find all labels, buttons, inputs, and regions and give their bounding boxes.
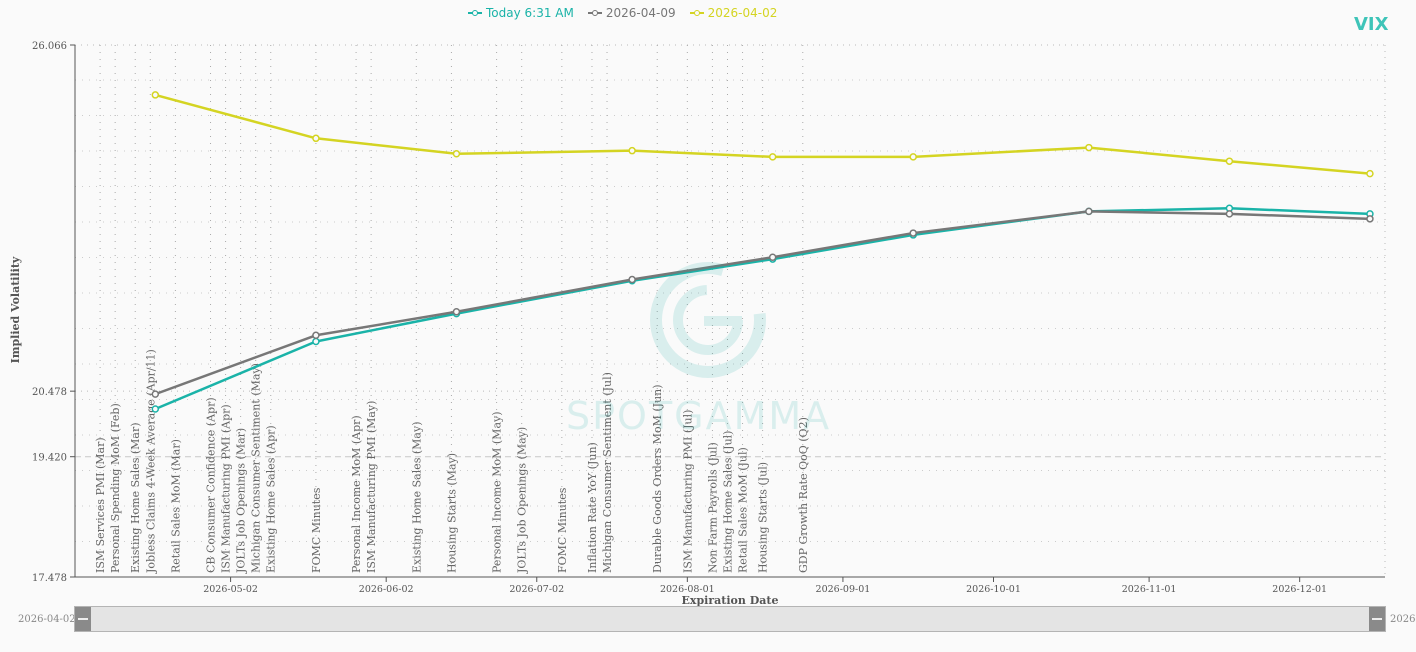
x-tick-label: 2026-09-01 [816, 584, 871, 595]
legend: Today 6:31 AM 2026-04-09 2026-04-02 [468, 6, 777, 20]
legend-label-2026-04-02: 2026-04-02 [707, 6, 778, 20]
legend-item-today[interactable]: Today 6:31 AM [468, 6, 574, 20]
data-point-d0402 [909, 153, 917, 161]
slider-right-handle[interactable] [1369, 607, 1385, 631]
y-axis-title: Implied Volatility [9, 256, 22, 363]
series-line-d0409 [154, 210, 1370, 396]
data-point-d0409 [628, 275, 636, 284]
event-label: ISM Manufacturing PMI (May) [365, 401, 378, 573]
event-label: CB Consumer Confidence (Apr) [205, 397, 218, 573]
data-point-d0409 [1085, 207, 1093, 216]
slider-start-label: 2026-04-02 [18, 614, 76, 625]
legend-item-2026-04-02[interactable]: 2026-04-02 [689, 6, 778, 20]
event-label: JOLTs Job Openings (May) [516, 427, 529, 574]
event-label: Jobless Claims 4-Week Average (Apr/11) [144, 349, 157, 574]
data-point-d0402 [1366, 169, 1374, 178]
series-line-today [154, 207, 1370, 411]
x-tick-label: 2026-12-01 [1272, 584, 1327, 595]
slider-end-label: 2026- [1390, 614, 1416, 625]
event-label: Personal Income MoM (Apr) [350, 415, 363, 573]
event-label: Non Farm Payrolls (Jul) [706, 442, 719, 573]
event-label: Existing Home Sales (Apr) [265, 425, 278, 573]
event-label: GDP Growth Rate QoQ (Q2) [797, 417, 810, 573]
legend-label-today: Today 6:31 AM [486, 6, 574, 20]
x-tick-label: 2026-11-01 [1122, 584, 1177, 595]
data-point-d0402 [1225, 157, 1234, 165]
event-label: Michigan Consumer Sentiment (Jul) [601, 372, 614, 573]
x-tick-label: 2026-07-02 [509, 584, 564, 595]
event-label: Personal Income MoM (May) [491, 411, 504, 573]
y-tick-label: 26.066 [32, 41, 67, 52]
data-point-today [151, 405, 160, 413]
data-point-d0409 [151, 390, 160, 398]
data-point-d0402 [312, 134, 320, 143]
grid [75, 44, 1386, 577]
event-label: Retail Sales MoM (Jul) [737, 447, 750, 573]
y-tick-label: 17.478 [32, 573, 67, 584]
data-point-d0409 [1225, 210, 1234, 218]
x-tick-label: 2026-06-02 [359, 584, 414, 595]
slider-left-handle[interactable] [75, 607, 91, 631]
data-point-d0409 [312, 331, 320, 340]
data-point-d0402 [151, 91, 160, 99]
x-tick-label: 2026-05-02 [203, 584, 258, 595]
data-point-d0409 [909, 229, 917, 237]
event-label: Housing Starts (Jul) [757, 462, 770, 573]
data-point-today [312, 337, 320, 346]
event-label: JOLTs Job Openings (Mar) [235, 428, 248, 574]
date-range-slider[interactable] [74, 606, 1386, 632]
legend-marker-today [468, 9, 482, 17]
event-label: Existing Home Sales (Mar) [129, 422, 142, 573]
y-tick-label: 19.420 [32, 453, 67, 464]
event-label: Michigan Consumer Sentiment (May) [250, 363, 263, 573]
data-point-d0402 [628, 146, 636, 155]
event-label: FOMC Minutes [310, 487, 323, 573]
x-axis-title: Expiration Date [682, 594, 779, 607]
data-point-d0409 [1366, 215, 1374, 223]
data-point-d0402 [768, 153, 777, 161]
axes: Implied Volatility Expiration Date 17.47… [9, 41, 1385, 607]
legend-item-2026-04-09[interactable]: 2026-04-09 [587, 6, 676, 20]
event-markers: ISM Services PMI (Mar) Personal Spending … [94, 45, 810, 577]
event-label: Durable Goods Orders MoM (Jun) [651, 384, 664, 573]
event-label: FOMC Minutes [556, 487, 569, 573]
y-tick-label: 20.478 [32, 387, 67, 398]
series [151, 91, 1374, 413]
event-label: Existing Home Sales (Jul) [721, 431, 734, 573]
event-label: Housing Starts (May) [445, 453, 458, 573]
data-point-d0409 [452, 307, 461, 316]
data-point-d0402 [1085, 143, 1093, 152]
event-label: ISM Manufacturing PMI (Apr) [220, 404, 233, 573]
legend-marker-2026-04-09 [587, 9, 602, 17]
x-tick-label: 2026-08-01 [660, 584, 715, 595]
event-label: ISM Manufacturing PMI (Jul) [681, 410, 694, 573]
event-label: Inflation Rate YoY (Jun) [586, 442, 599, 573]
series-line-d0402 [154, 93, 1371, 175]
event-label: Personal Spending MoM (Feb) [109, 403, 122, 573]
index-label: VIX [1354, 14, 1389, 35]
legend-label-2026-04-09: 2026-04-09 [605, 6, 676, 20]
event-label: Retail Sales MoM (Mar) [169, 439, 182, 573]
data-point-d0402 [452, 150, 461, 158]
event-label: ISM Services PMI (Mar) [94, 437, 107, 573]
x-tick-label: 2026-10-01 [966, 584, 1021, 595]
data-point-d0409 [768, 253, 777, 261]
legend-marker-2026-04-02 [689, 9, 704, 17]
event-label: Existing Home Sales (May) [410, 422, 423, 574]
